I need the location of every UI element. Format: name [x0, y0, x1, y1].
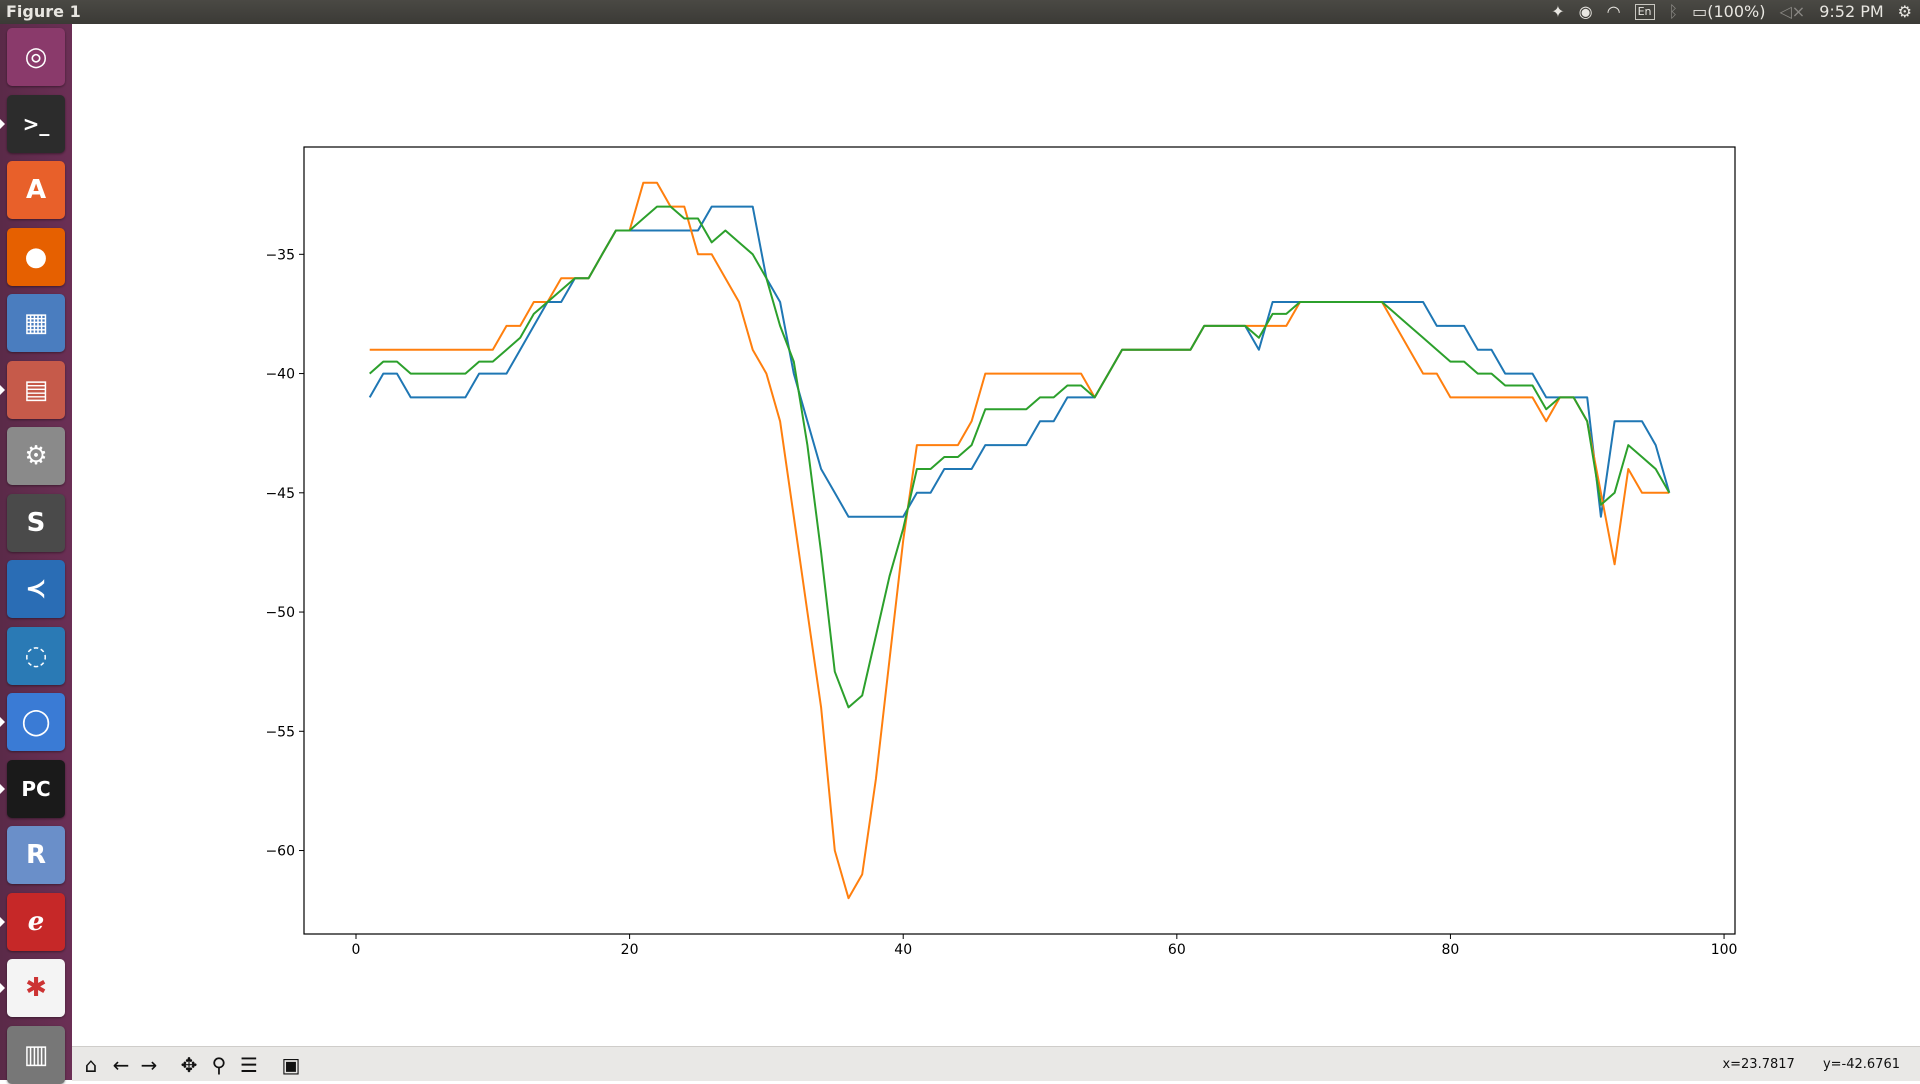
chrome-indicator-icon[interactable]: ◉: [1578, 2, 1593, 21]
y-tick-label: −60: [265, 844, 295, 860]
running-indicator: [0, 384, 5, 395]
dropbox-icon[interactable]: ✦: [1551, 2, 1565, 21]
cursor-readout: x=23.7817 y=-42.6761: [1698, 1057, 1900, 1072]
vscode-icon[interactable]: ≺: [7, 560, 65, 618]
software-center-icon[interactable]: A: [7, 161, 65, 219]
app-starburst-icon[interactable]: ✱: [7, 959, 65, 1017]
series-line-1: [368, 205, 1671, 518]
y-tick-label: −55: [265, 724, 295, 740]
plot-frame: [303, 146, 1736, 935]
pycharm-icon[interactable]: PC: [7, 759, 65, 818]
bluetooth-icon[interactable]: ᛒ: [1668, 2, 1679, 21]
zoom-icon[interactable]: ⚲: [211, 1053, 227, 1077]
battery-icon: ▭: [1692, 2, 1708, 21]
configure-subplots-icon[interactable]: ☰: [240, 1053, 258, 1077]
x-tick-label: 100: [1711, 942, 1738, 958]
battery-indicator[interactable]: ▭ (100%): [1692, 2, 1765, 21]
x-tick-label: 0: [352, 942, 361, 958]
system-tools-icon[interactable]: ⚙: [7, 427, 65, 485]
chromium-icon[interactable]: ◯: [7, 693, 65, 751]
running-indicator: [0, 118, 5, 129]
window-title: Figure 1: [6, 2, 81, 21]
settings-gear-icon[interactable]: ⚙: [1897, 2, 1912, 21]
firefox-icon[interactable]: ●: [7, 227, 65, 286]
x-tick-label: 60: [1168, 942, 1186, 958]
r-icon[interactable]: R: [7, 826, 65, 884]
forward-icon[interactable]: →: [140, 1053, 158, 1077]
save-icon[interactable]: ▣: [281, 1053, 301, 1077]
trash-icon[interactable]: ▥: [7, 1025, 65, 1084]
sublime-text-icon[interactable]: S: [7, 493, 65, 552]
x-readout: x=23.7817: [1722, 1057, 1795, 1072]
terminal-icon[interactable]: >_: [7, 94, 65, 153]
y-tick-label: −45: [265, 486, 295, 502]
file-cabinet-icon[interactable]: ▤: [7, 360, 65, 419]
system-tray: ✦ ◉ ◠ En ᛒ ▭ (100%) ◁× 9:52 PM ⚙: [1551, 2, 1912, 21]
home-icon[interactable]: ⌂: [84, 1053, 98, 1077]
x-tick-label: 80: [1442, 942, 1460, 958]
image-viewer-icon[interactable]: ▦: [7, 294, 65, 352]
running-indicator: [0, 983, 5, 993]
battery-percent: (100%): [1707, 2, 1766, 21]
volume-muted-icon[interactable]: ◁×: [1779, 2, 1806, 21]
series-line-3: [369, 205, 1671, 709]
running-indicator: [0, 717, 5, 727]
x-tick-label: 20: [621, 942, 639, 958]
top-panel: Figure 1 ✦ ◉ ◠ En ᛒ ▭ (100%) ◁× 9:52 PM ⚙: [0, 0, 1920, 24]
back-icon[interactable]: ←: [112, 1053, 130, 1077]
octave-icon[interactable]: ◌: [7, 626, 65, 685]
wifi-icon[interactable]: ◠: [1606, 2, 1621, 21]
series-line-2: [369, 181, 1670, 900]
ubuntu-dash-icon[interactable]: ◎: [7, 28, 65, 86]
y-tick-label: −40: [265, 367, 295, 383]
clock[interactable]: 9:52 PM: [1819, 2, 1884, 21]
navigation-toolbar: ⌂ ← → ✥ ⚲ ☰ ▣ x=23.7817 y=-42.6761: [72, 1046, 1920, 1081]
line-chart: 0 20 40 60 80 100 −35 −40 −45 −50 −55 −60: [265, 146, 1738, 958]
y-tick-label: −50: [265, 605, 295, 621]
figure-canvas[interactable]: 0 20 40 60 80 100 −35 −40 −45 −50 −55 −60: [72, 24, 1920, 1046]
y-readout: y=-42.6761: [1822, 1057, 1900, 1072]
pan-icon[interactable]: ✥: [180, 1053, 198, 1077]
running-indicator: [0, 783, 5, 794]
x-tick-label: 40: [894, 942, 912, 958]
keyboard-language-indicator[interactable]: En: [1634, 3, 1655, 20]
evince-icon[interactable]: ℯ: [7, 892, 65, 951]
running-indicator: [0, 916, 5, 927]
y-tick-label: −35: [265, 247, 295, 263]
